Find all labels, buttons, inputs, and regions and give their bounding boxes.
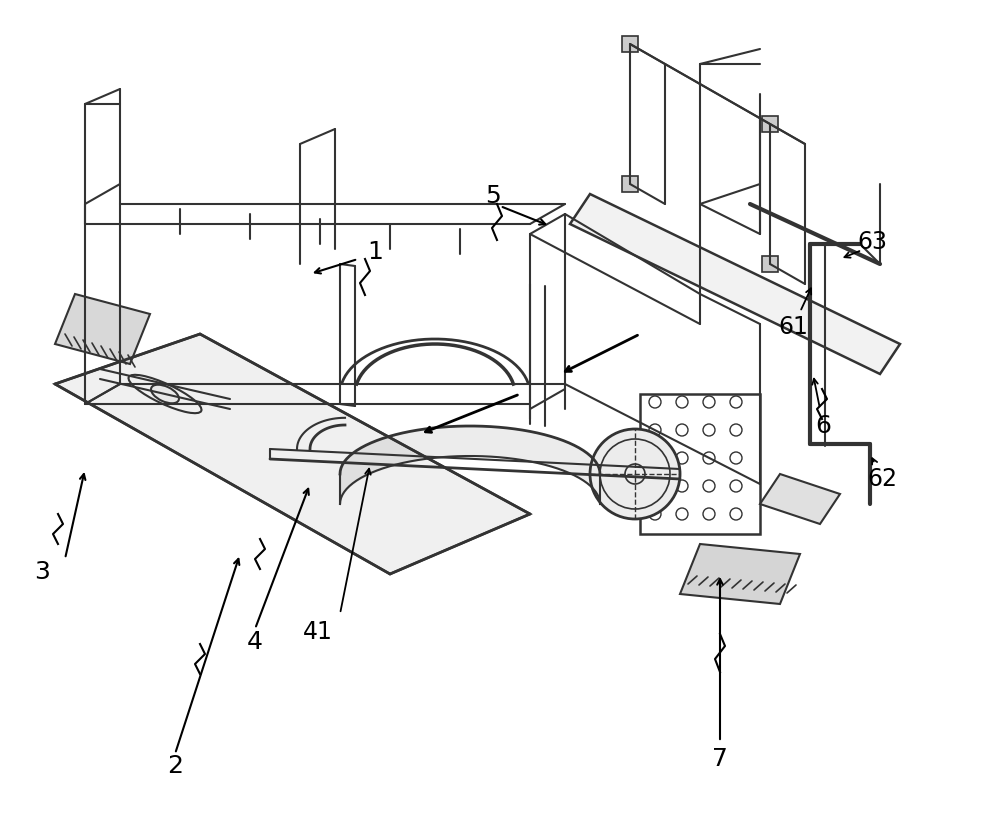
Text: 7: 7 bbox=[712, 747, 728, 771]
Text: 63: 63 bbox=[857, 230, 887, 254]
Text: 6: 6 bbox=[815, 414, 831, 438]
Text: 2: 2 bbox=[167, 754, 183, 778]
Polygon shape bbox=[570, 194, 900, 374]
Text: 3: 3 bbox=[34, 560, 50, 584]
Text: 1: 1 bbox=[367, 240, 383, 264]
Ellipse shape bbox=[590, 429, 680, 519]
Bar bbox=[762, 256, 778, 272]
Text: 5: 5 bbox=[485, 184, 501, 208]
Bar bbox=[622, 176, 638, 192]
Polygon shape bbox=[55, 294, 150, 364]
Bar bbox=[622, 36, 638, 52]
Text: 41: 41 bbox=[303, 620, 333, 644]
Polygon shape bbox=[680, 544, 800, 604]
Polygon shape bbox=[760, 474, 840, 524]
Ellipse shape bbox=[151, 385, 179, 403]
Text: 4: 4 bbox=[247, 630, 263, 654]
Polygon shape bbox=[55, 334, 530, 574]
Bar bbox=[762, 116, 778, 132]
Text: 62: 62 bbox=[867, 467, 897, 491]
Text: 61: 61 bbox=[778, 315, 808, 339]
